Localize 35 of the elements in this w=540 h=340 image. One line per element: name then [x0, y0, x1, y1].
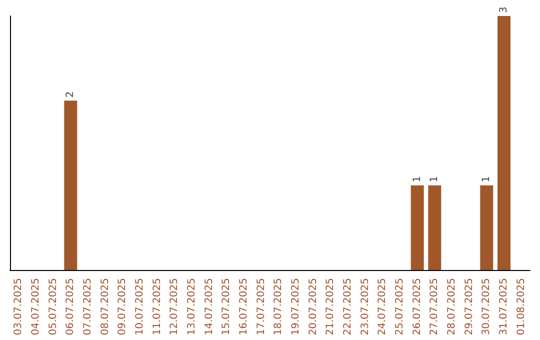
data-label: 2	[65, 91, 76, 98]
x-tick-label: 14.07.2025	[204, 278, 215, 336]
x-tick-label: 10.07.2025	[134, 278, 146, 336]
x-tick-label: 30.07.2025	[481, 278, 492, 336]
x-tick-label: 25.07.2025	[394, 278, 406, 336]
data-label: 3	[498, 6, 510, 13]
x-tick-label: 01.08.2025	[516, 278, 527, 336]
x-tick-label: 13.07.2025	[186, 278, 198, 336]
x-tick-label: 07.07.2025	[82, 278, 94, 336]
x-tick-label: 28.07.2025	[446, 278, 458, 336]
x-tick-label: 12.07.2025	[169, 278, 180, 336]
data-label: 1	[481, 176, 492, 182]
x-tick-label: 26.07.2025	[412, 278, 423, 336]
x-tick-label: 27.07.2025	[429, 278, 440, 336]
data-label: 1	[429, 176, 440, 182]
x-tick-label: 19.07.2025	[290, 278, 302, 336]
x-tick-label: 15.07.2025	[221, 278, 232, 336]
x-tick-label: 21.07.2025	[325, 278, 336, 336]
data-label: 1	[412, 176, 423, 182]
x-tick-label: 08.07.2025	[100, 278, 111, 336]
x-tick-label: 24.07.2025	[377, 278, 388, 336]
x-tick-label: 17.07.2025	[256, 278, 267, 336]
x-tick-label: 03.07.2025	[13, 278, 24, 336]
x-tick-label: 06.07.2025	[65, 278, 76, 336]
x-tick-label: 04.07.2025	[30, 278, 42, 336]
x-tick-label: 11.07.2025	[152, 278, 163, 336]
x-tick-label: 09.07.2025	[117, 278, 128, 336]
x-tick-label: 16.07.2025	[238, 278, 250, 336]
x-tick-label: 29.07.2025	[464, 278, 475, 336]
x-tick-label: 31.07.2025	[498, 278, 510, 336]
x-tick-label: 22.07.2025	[342, 278, 354, 336]
x-tick-label: 23.07.2025	[360, 278, 371, 336]
x-tick-label: 20.07.2025	[308, 278, 319, 336]
x-tick-label: 18.07.2025	[273, 278, 284, 336]
x-tick-label: 05.07.2025	[48, 278, 59, 336]
